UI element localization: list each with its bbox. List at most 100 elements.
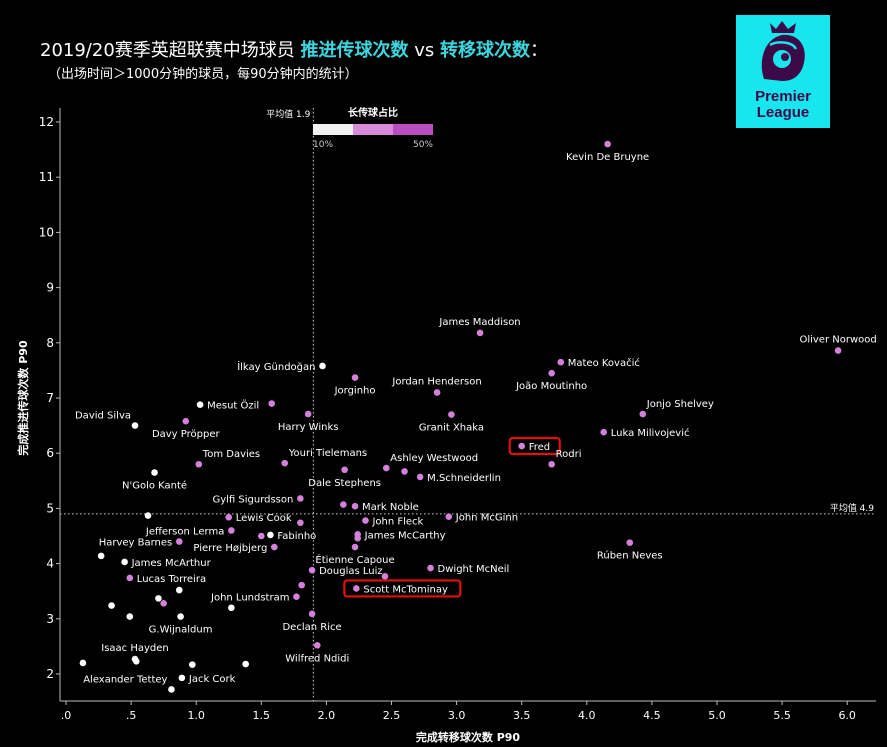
data-label: Tom Davies bbox=[202, 449, 260, 460]
data-point bbox=[225, 513, 233, 521]
y-tick-label: 11 bbox=[39, 170, 54, 184]
data-label: Douglas Luiz bbox=[319, 566, 383, 577]
chart-subtitle: （出场时间＞1000分钟的球员，每90分钟内的统计） bbox=[48, 67, 358, 82]
y-tick-label: 4 bbox=[46, 557, 54, 571]
data-point bbox=[308, 566, 316, 574]
data-point bbox=[341, 466, 348, 474]
data-label: Mesut Özil bbox=[207, 399, 259, 412]
data-label: Harry Winks bbox=[278, 422, 339, 433]
data-point bbox=[354, 534, 361, 542]
y-tick-label: 3 bbox=[46, 612, 54, 626]
data-point bbox=[195, 460, 203, 468]
data-point bbox=[168, 686, 175, 693]
data-point bbox=[340, 501, 347, 508]
data-point bbox=[271, 543, 278, 551]
data-label: Étienne Capoue bbox=[315, 553, 394, 566]
data-label: James Maddison bbox=[438, 317, 520, 328]
data-label: João Moutinho bbox=[515, 381, 587, 392]
data-point bbox=[268, 400, 276, 407]
x-tick-label: 5.5 bbox=[773, 709, 791, 722]
data-point bbox=[313, 641, 321, 649]
data-label: Kevin De Bruyne bbox=[566, 152, 649, 163]
data-point bbox=[297, 495, 304, 502]
legend-title: 长传球占比 bbox=[348, 106, 398, 119]
data-label: Lewis Cook bbox=[236, 513, 292, 524]
data-label: M.Schneiderlin bbox=[427, 473, 501, 484]
data-point bbox=[445, 513, 453, 520]
y-tick-label: 5 bbox=[46, 501, 54, 515]
data-point bbox=[351, 374, 359, 381]
x-tick-label: 3.0 bbox=[448, 709, 466, 722]
y-mean-label: 平均值 4.9 bbox=[830, 502, 874, 514]
x-tick-label: 3.5 bbox=[513, 709, 531, 722]
data-label: G.Wijnaldum bbox=[149, 625, 213, 636]
data-label: Mark Noble bbox=[362, 502, 419, 513]
data-point bbox=[304, 410, 312, 418]
data-point bbox=[351, 502, 359, 510]
data-point bbox=[121, 558, 128, 566]
data-label: Luka Milivojević bbox=[611, 427, 690, 439]
x-tick-label: .0 bbox=[61, 709, 72, 722]
data-label: Harvey Barnes bbox=[99, 538, 173, 549]
legend-min-label: 10% bbox=[313, 140, 333, 150]
premier-league-lion-icon bbox=[761, 21, 805, 81]
y-tick-label: 8 bbox=[46, 336, 54, 350]
title-suffix: ： bbox=[529, 40, 548, 61]
data-label: Oliver Norwood bbox=[799, 335, 876, 346]
y-tick-label: 6 bbox=[46, 446, 54, 460]
data-label: Fred bbox=[529, 442, 550, 453]
data-label: N'Golo Kanté bbox=[122, 480, 187, 492]
title-highlight-progressive: 推进传球次数 bbox=[300, 40, 409, 61]
y-tick-label: 10 bbox=[39, 225, 54, 239]
data-point bbox=[639, 410, 647, 418]
data-point bbox=[126, 613, 134, 620]
highlight-box bbox=[508, 436, 561, 456]
data-label: Isaac Hayden bbox=[101, 643, 169, 654]
data-point bbox=[228, 604, 235, 612]
data-point bbox=[362, 517, 369, 524]
legend-swatch bbox=[393, 124, 433, 135]
data-point bbox=[476, 329, 484, 337]
title-highlight-switches: 转移球次数 bbox=[439, 40, 530, 61]
data-label: Dale Stephens bbox=[308, 478, 381, 489]
data-label: Mateo Kovačić bbox=[568, 357, 640, 369]
data-label: Dwight McNeil bbox=[438, 564, 510, 575]
x-tick-label: 5.0 bbox=[708, 709, 726, 722]
data-label: Fabinho bbox=[277, 531, 316, 542]
data-label: Lucas Torreira bbox=[137, 574, 206, 585]
premier-league-logo: Premier League bbox=[736, 15, 830, 128]
data-point bbox=[228, 527, 235, 534]
x-axis-label: 完成转移球次数 P90 bbox=[416, 730, 521, 744]
data-point bbox=[188, 661, 196, 668]
data-label: Jack Cork bbox=[188, 674, 236, 685]
data-label: John McGinn bbox=[455, 513, 518, 524]
data-point bbox=[175, 538, 183, 545]
highlight-box bbox=[343, 579, 462, 598]
data-label: Youri Tielemans bbox=[288, 448, 367, 459]
data-label: James McArthur bbox=[131, 558, 212, 569]
data-point bbox=[108, 602, 115, 609]
y-tick-label: 7 bbox=[46, 391, 54, 405]
data-point bbox=[548, 460, 555, 468]
data-label: Pierre Højbjerg bbox=[193, 543, 267, 554]
data-point bbox=[834, 347, 842, 354]
data-point bbox=[298, 581, 305, 589]
legend-swatch bbox=[313, 124, 353, 135]
x-mean-label: 平均值 1.9 bbox=[266, 108, 310, 120]
data-point bbox=[401, 468, 408, 475]
data-label: James McCarthy bbox=[364, 530, 446, 541]
x-tick-label: 1.5 bbox=[253, 709, 271, 722]
data-point bbox=[97, 552, 105, 560]
logo-text-premier: Premier bbox=[755, 88, 811, 105]
data-point bbox=[416, 473, 424, 481]
data-point bbox=[175, 586, 183, 594]
y-tick-label: 9 bbox=[46, 281, 54, 295]
data-point bbox=[382, 464, 390, 472]
logo-text-league: League bbox=[756, 104, 810, 121]
data-point bbox=[433, 389, 441, 396]
x-tick-label: 4.0 bbox=[578, 709, 596, 722]
data-label: Jordan Henderson bbox=[391, 376, 481, 387]
data-label: David Silva bbox=[75, 411, 131, 422]
data-point bbox=[353, 585, 360, 592]
